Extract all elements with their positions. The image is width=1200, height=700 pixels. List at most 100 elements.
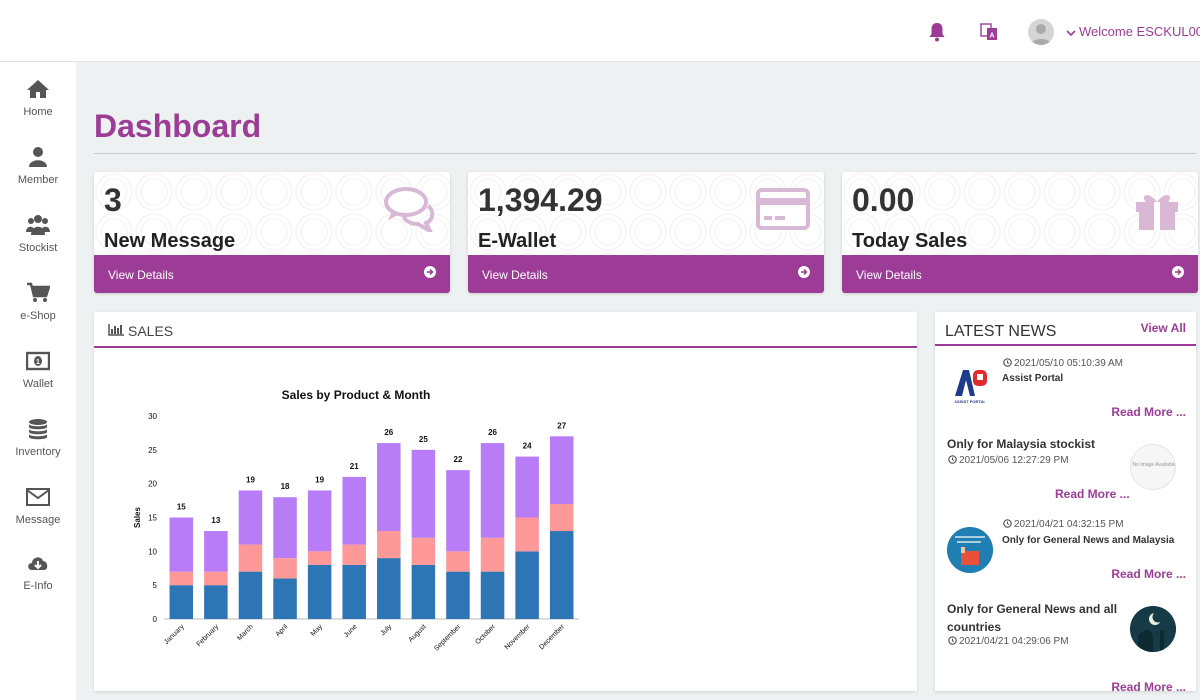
- svg-text:A: A: [989, 33, 994, 40]
- x-tick-label: January: [163, 623, 186, 646]
- bar-segment: [342, 544, 366, 565]
- sidebar-item-inventory[interactable]: Inventory: [0, 418, 76, 478]
- read-more-link[interactable]: Read More ...: [1055, 487, 1130, 501]
- x-tick-label: March: [236, 623, 255, 642]
- y-tick-label: 0: [153, 615, 158, 624]
- news-date-text: 2021/04/21 04:29:06 PM: [959, 636, 1069, 647]
- sidebar-item-stockist[interactable]: Stockist: [0, 214, 76, 274]
- bar-segment: [342, 564, 366, 619]
- bar-segment: [204, 571, 228, 586]
- x-tick-label: May: [310, 623, 325, 638]
- home-icon: [27, 80, 49, 98]
- y-axis-label: Sales: [133, 506, 142, 527]
- stat-card-ewallet: 1,394.29 E-Wallet View Details: [468, 172, 824, 293]
- bar-total-label: 22: [454, 455, 463, 464]
- sales-chart: Sales by Product & Month Sales 0 5 10 15 20 25 3…: [133, 388, 579, 653]
- bar-total-label: 26: [488, 428, 497, 437]
- bar-segment: [480, 443, 505, 538]
- welcome-text: Welcome ESCKUL001: [1079, 24, 1200, 39]
- bar-segment: [273, 578, 297, 619]
- bar-segment: [377, 531, 401, 559]
- bar-segment: [480, 571, 505, 619]
- assist-portal-logo: ASSIST PORTAL: [947, 362, 993, 408]
- news-date: 2021/05/06 12:27:29 PM: [948, 455, 1069, 466]
- no-image-placeholder: No Image Available: [1130, 444, 1176, 490]
- bar-segment: [307, 564, 332, 619]
- news-heading: LATEST NEWS: [945, 323, 1057, 340]
- bar-segment: [273, 497, 297, 559]
- news-date-text: 2021/05/10 05:10:39 AM: [1014, 358, 1123, 369]
- sidebar-item-label: E-Info: [23, 580, 53, 592]
- bar-segment: [549, 503, 574, 532]
- read-more-link[interactable]: Read More ...: [1111, 405, 1186, 419]
- arrow-circle-right-icon: [1172, 266, 1184, 278]
- sidebar-item-home[interactable]: Home: [0, 78, 76, 138]
- bar-chart-icon: [108, 324, 124, 336]
- sidebar-item-wallet[interactable]: 1 Wallet: [0, 350, 76, 410]
- bar-segment: [342, 476, 366, 545]
- comments-icon: [384, 187, 435, 232]
- sales-panel: SALES Sales by Product & Month Sales 0 5 10 1…: [94, 312, 917, 691]
- y-tick-label: 15: [148, 514, 157, 523]
- user-avatar[interactable]: [1028, 19, 1054, 45]
- news-date: 2021/04/21 04:32:15 PM: [1003, 519, 1124, 530]
- assist-portal-logo-text: ASSIST PORTAL: [954, 399, 986, 404]
- view-details-today-sales[interactable]: View Details: [842, 255, 1198, 293]
- bar-segment: [238, 544, 263, 572]
- cart-icon: [27, 282, 50, 302]
- card-value: 3: [104, 182, 122, 218]
- news-date-text: 2021/05/06 12:27:29 PM: [959, 455, 1069, 466]
- bar-segment: [238, 490, 263, 545]
- arrow-circle-right-icon: [798, 266, 810, 278]
- bar-segment: [515, 517, 539, 552]
- chart-title: Sales by Product & Month: [282, 388, 431, 402]
- y-tick-label: 30: [148, 412, 157, 421]
- bar-segment: [204, 531, 228, 572]
- svg-text:1: 1: [36, 359, 40, 366]
- cloud-download-icon: [28, 557, 48, 570]
- sales-header: SALES: [94, 312, 917, 348]
- x-tick-label: April: [275, 623, 290, 638]
- read-more-link[interactable]: Read More ...: [1111, 680, 1186, 691]
- chevron-down-icon: [1066, 29, 1076, 36]
- card-name: New Message: [104, 230, 236, 252]
- view-details-ewallet[interactable]: View Details: [468, 255, 824, 293]
- bar-segment: [204, 585, 228, 619]
- bar-segment: [169, 585, 194, 619]
- terms-conditions-image: [947, 527, 993, 573]
- envelope-icon: [26, 488, 50, 506]
- gift-icon: [1136, 195, 1178, 230]
- view-details-label: View Details: [482, 268, 548, 282]
- news-title: Only for General News and Malaysia: [1002, 535, 1175, 546]
- language-icon[interactable]: A: [980, 22, 998, 42]
- sidebar-item-label: e-Shop: [20, 310, 56, 322]
- view-details-messages[interactable]: View Details: [94, 255, 450, 293]
- sidebar-item-message[interactable]: Message: [0, 486, 76, 546]
- sidebar-item-einfo[interactable]: E-Info: [0, 552, 76, 612]
- bar-total-label: 19: [315, 475, 324, 484]
- clock-icon: [948, 455, 957, 464]
- stat-card-today-sales: 0.00 Today Sales View Details: [842, 172, 1198, 293]
- sidebar-item-member[interactable]: Member: [0, 146, 76, 206]
- bar-segment: [446, 571, 470, 619]
- sidebar-item-label: Home: [23, 106, 53, 118]
- bar-total-label: 26: [384, 428, 393, 437]
- bar-segment: [515, 456, 539, 518]
- bar-segment: [515, 551, 539, 619]
- top-bar: A Welcome ESCKUL001: [0, 0, 1200, 62]
- sidebar-item-eshop[interactable]: e-Shop: [0, 282, 76, 342]
- bar-segment: [307, 490, 332, 552]
- view-all-link[interactable]: View All: [1140, 321, 1186, 335]
- users-group-icon: [26, 215, 50, 235]
- bar-segment: [411, 564, 436, 619]
- money-icon: 1: [26, 351, 50, 371]
- bar-segment: [446, 470, 470, 552]
- clock-icon: [1003, 519, 1012, 528]
- welcome-menu[interactable]: Welcome ESCKUL001: [1066, 24, 1200, 39]
- news-header: LATEST NEWS View All: [935, 312, 1196, 346]
- x-tick-label: August: [407, 623, 427, 643]
- bar-segment: [446, 551, 470, 572]
- read-more-link[interactable]: Read More ...: [1111, 567, 1186, 581]
- bar-segment: [549, 436, 574, 504]
- bell-icon[interactable]: [928, 22, 946, 42]
